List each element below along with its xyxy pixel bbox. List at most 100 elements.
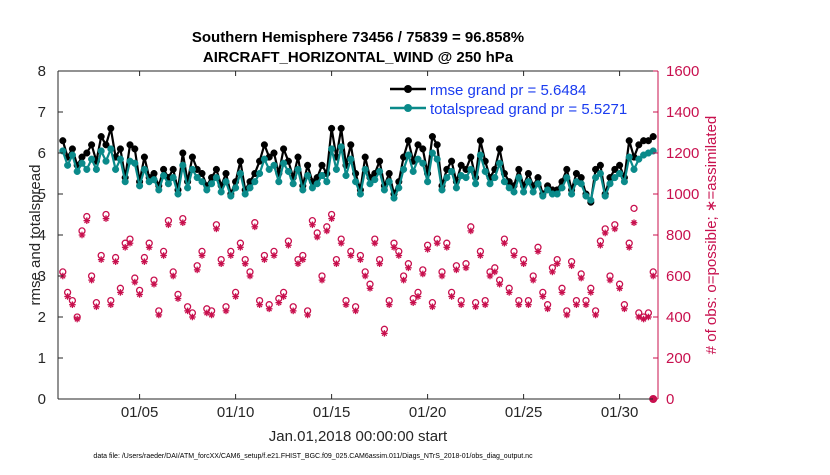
obs-assimilated-marker xyxy=(625,244,633,251)
obs-assimilated-marker xyxy=(112,258,119,265)
totalspread-point xyxy=(246,184,254,192)
asterisk-stroke xyxy=(520,260,527,267)
obs-assimilated-marker xyxy=(611,225,619,233)
asterisk-stroke xyxy=(84,217,90,224)
obs-assimilated-marker xyxy=(544,305,551,313)
totalspread-point xyxy=(198,178,206,186)
asterisk-stroke xyxy=(328,215,335,222)
asterisk-stroke xyxy=(573,301,580,308)
asterisk-stroke xyxy=(588,289,594,296)
totalspread-point xyxy=(361,165,369,173)
totalspread-point xyxy=(352,178,360,186)
rmse-point xyxy=(433,141,441,149)
totalspread-point xyxy=(635,155,643,163)
asterisk-stroke xyxy=(367,285,373,292)
totalspread-point xyxy=(400,165,408,173)
obs-assimilated-marker xyxy=(501,239,508,247)
obs-assimilated-marker xyxy=(606,276,614,284)
rmse-point xyxy=(97,133,105,141)
obs-assimilated-marker xyxy=(275,299,283,306)
y-tick-label: 0 xyxy=(38,391,46,408)
legend-rmse-label: rmse grand pr = 5.6484 xyxy=(430,82,586,99)
obs-assimilated-marker xyxy=(222,307,230,315)
asterisk-stroke xyxy=(285,242,292,249)
rmse-point xyxy=(625,137,633,145)
obs-assimilated-marker xyxy=(630,219,638,226)
legend-spread-label: totalspread grand pr = 5.5271 xyxy=(430,101,627,118)
obs-assimilated-marker xyxy=(193,266,201,274)
y-right-tick-label: 1000 xyxy=(666,186,699,203)
asterisk-stroke xyxy=(136,291,143,298)
asterisk-stroke xyxy=(79,232,85,238)
totalspread-point xyxy=(232,184,240,192)
totalspread-point xyxy=(131,159,139,167)
asterisk-stroke xyxy=(247,273,253,279)
asterisk-stroke xyxy=(218,260,224,267)
rmse-point xyxy=(188,153,196,161)
asterisk-stroke xyxy=(170,273,176,279)
obs-assimilated-marker xyxy=(208,311,215,319)
obs-assimilated-marker xyxy=(616,285,623,292)
obs-assimilated-marker xyxy=(414,293,422,300)
obs-assimilated-marker xyxy=(337,239,345,247)
obs-assimilated-marker xyxy=(573,301,580,308)
totalspread-point xyxy=(347,155,355,163)
asterisk-stroke xyxy=(324,228,330,234)
obs-assimilated-marker xyxy=(304,311,311,319)
totalspread-point xyxy=(212,174,220,182)
asterisk-stroke xyxy=(146,244,152,251)
asterisk-stroke xyxy=(208,312,215,318)
rmse-point xyxy=(414,141,422,149)
rmse-point xyxy=(635,141,643,149)
asterisk-stroke xyxy=(405,265,412,271)
rmse-point xyxy=(596,161,604,169)
obs-assimilated-marker xyxy=(448,293,455,300)
totalspread-point xyxy=(179,161,187,169)
asterisk-stroke xyxy=(314,234,320,240)
asterisk-stroke xyxy=(516,301,522,308)
totalspread-point xyxy=(256,169,264,178)
asterisk-stroke xyxy=(156,312,162,318)
totalspread-point xyxy=(136,182,144,190)
obs-assimilated-marker xyxy=(189,313,196,321)
obs-assimilated-marker xyxy=(280,293,287,300)
asterisk-stroke xyxy=(396,252,402,259)
asterisk-stroke xyxy=(276,299,282,306)
asterisk-stroke xyxy=(400,277,407,283)
obs-assimilated-marker xyxy=(299,256,307,263)
obs-assimilated-marker xyxy=(136,291,143,298)
obs-assimilated-marker xyxy=(88,276,95,284)
totalspread-point xyxy=(409,167,417,175)
asterisk-stroke xyxy=(69,301,76,308)
obs-assimilated-marker xyxy=(486,272,494,280)
rmse-point xyxy=(131,145,139,153)
totalspread-point xyxy=(164,180,172,188)
totalspread-point xyxy=(217,188,225,196)
y-tick-label: 1 xyxy=(38,350,46,367)
asterisk-stroke xyxy=(559,289,565,296)
asterisk-stroke xyxy=(602,230,608,236)
obs-assimilated-marker xyxy=(78,231,86,239)
totalspread-point xyxy=(563,174,571,182)
asterisk-stroke xyxy=(564,312,570,318)
rmse-point xyxy=(611,165,619,173)
asterisk-stroke xyxy=(213,226,220,232)
totalspread-point xyxy=(395,184,403,192)
asterisk-stroke xyxy=(458,301,464,308)
obs-assimilated-marker xyxy=(227,252,235,259)
totalspread-point xyxy=(73,167,81,175)
totalspread-point xyxy=(289,180,297,188)
obs-assimilated-marker xyxy=(294,260,302,267)
asterisk-stroke xyxy=(463,265,469,271)
obs-assimilated-marker xyxy=(145,244,153,251)
rmse-point xyxy=(337,124,345,132)
totalspread-point xyxy=(505,184,513,192)
asterisk-stroke xyxy=(607,277,613,283)
y-right-tick-label: 0 xyxy=(666,391,674,408)
rmse-point xyxy=(88,141,96,149)
obs-assimilated-marker xyxy=(443,244,451,251)
obs-assimilated-marker xyxy=(179,219,187,226)
x-tick-label: 01/05 xyxy=(121,404,159,421)
rmse-point xyxy=(616,161,624,169)
asterisk-stroke xyxy=(535,248,541,255)
